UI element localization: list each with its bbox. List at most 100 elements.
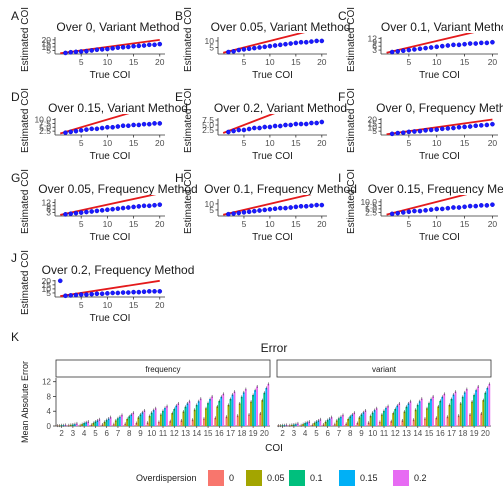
y-tick-label: 7.5	[365, 200, 377, 210]
identity-line	[59, 114, 130, 135]
panel-title: Over 0, Frequency Method	[376, 101, 503, 115]
x-tick-label: 13	[181, 429, 190, 438]
x-tick-label: 20	[155, 300, 165, 310]
x-axis-label: True COI	[419, 70, 460, 81]
x-tick-label: 10	[432, 138, 442, 148]
panel-letter: D	[11, 90, 20, 104]
x-tick-label: 2	[59, 429, 64, 438]
y-axis-label: Estimated COI	[20, 7, 31, 72]
bar	[382, 410, 385, 426]
x-tick-label: 5	[314, 429, 319, 438]
y-tick-label: 20	[42, 35, 52, 45]
y-tick-label: 10	[205, 199, 215, 209]
bar	[441, 396, 444, 426]
bar	[308, 421, 311, 426]
y-tick-label: 20	[42, 276, 52, 286]
x-tick-label: 12	[170, 429, 179, 438]
bar	[137, 417, 140, 426]
bar	[114, 420, 117, 426]
x-tick-label: 15	[129, 57, 139, 67]
bar	[259, 413, 262, 426]
bar	[182, 411, 185, 426]
x-tick-label: 20	[155, 138, 165, 148]
x-axis-label: True COI	[252, 232, 293, 243]
x-tick-label: 15	[129, 138, 139, 148]
bar	[459, 403, 462, 426]
bar	[428, 403, 430, 426]
bar	[339, 416, 342, 426]
bar	[306, 422, 308, 426]
y-tick-label: 3	[372, 45, 377, 55]
bar	[330, 417, 333, 426]
bar	[267, 383, 270, 426]
bar	[341, 414, 344, 426]
bar	[248, 414, 250, 426]
x-tick-label: 10	[103, 219, 113, 229]
legend-label: 0.15	[360, 473, 378, 483]
bar	[186, 403, 189, 426]
bar	[473, 394, 475, 426]
bar	[254, 390, 256, 426]
bar	[218, 400, 221, 426]
y-axis-label: Estimated COI	[183, 88, 194, 153]
bar	[439, 400, 442, 426]
bar	[385, 407, 387, 426]
x-axis-label: True COI	[419, 151, 460, 162]
y-tick-label: 7.5	[202, 115, 214, 125]
x-tick-label: 20	[488, 138, 498, 148]
bar	[360, 414, 363, 426]
y-axis-label: Estimated COI	[346, 7, 357, 72]
bar	[157, 421, 160, 426]
bar	[471, 401, 473, 426]
bar	[141, 412, 144, 426]
bar	[367, 422, 370, 426]
y-tick-label: 7.5	[39, 118, 51, 128]
bar	[351, 414, 354, 426]
x-tick-label: 10	[103, 138, 113, 148]
bar	[437, 406, 440, 426]
y-axis-label: Estimated COI	[20, 250, 31, 315]
bar	[236, 415, 239, 426]
y-tick-label: 2.5	[202, 125, 214, 135]
bar	[197, 401, 200, 426]
x-axis-label: True COI	[90, 151, 131, 162]
bar	[414, 409, 417, 426]
bar	[139, 414, 142, 426]
legend-swatch	[393, 470, 409, 486]
bar	[265, 387, 268, 426]
x-tick-label: 5	[93, 429, 98, 438]
bar	[202, 418, 205, 426]
x-tick-label: 5	[79, 138, 84, 148]
x-axis-label: True COI	[419, 232, 460, 243]
bar	[335, 420, 338, 426]
bar	[486, 387, 489, 426]
bar	[130, 414, 133, 426]
x-tick-label: 17	[447, 429, 456, 438]
bar	[105, 420, 108, 426]
y-tick-label: 15	[42, 280, 52, 290]
facet-label: variant	[372, 365, 397, 374]
legend-label: 0.05	[267, 473, 285, 483]
panel-title: Over 0.05, Variant Method	[211, 20, 351, 34]
bar	[188, 401, 191, 426]
bar	[132, 412, 135, 426]
bar	[216, 406, 219, 426]
bar	[430, 399, 432, 426]
legend-swatch	[208, 470, 224, 486]
bar	[407, 403, 410, 426]
x-tick-label: 5	[406, 57, 411, 67]
bar	[426, 408, 428, 426]
x-tick-label: 18	[237, 429, 246, 438]
bar	[396, 405, 399, 426]
bar	[214, 417, 217, 426]
bar	[443, 393, 446, 426]
bar	[364, 410, 367, 426]
x-axis-label: True COI	[90, 313, 131, 324]
x-tick-label: 6	[104, 429, 109, 438]
x-tick-label: 14	[192, 429, 201, 438]
x-tick-label: 18	[458, 429, 467, 438]
bar	[171, 413, 174, 426]
y-axis-label: Estimated COI	[346, 88, 357, 153]
x-tick-label: 10	[432, 57, 442, 67]
x-tick-label: 10	[103, 300, 113, 310]
